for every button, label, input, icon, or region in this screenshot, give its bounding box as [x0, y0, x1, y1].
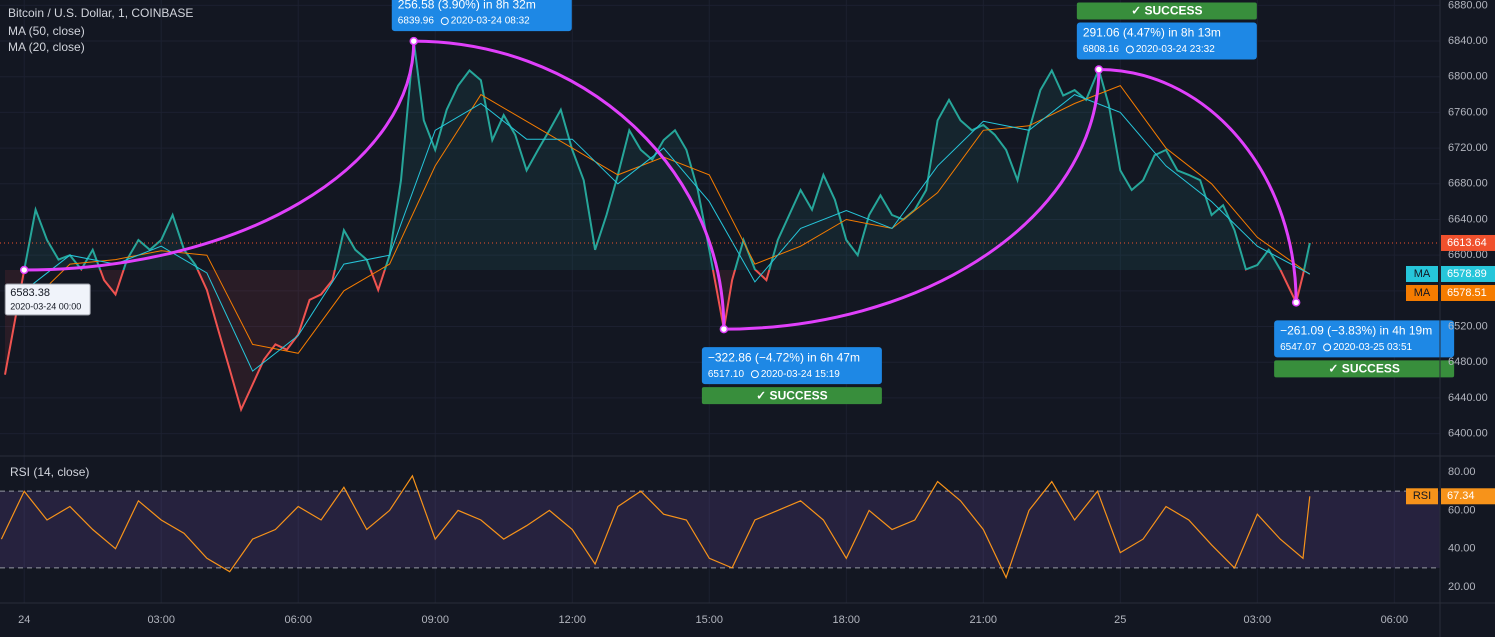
rsi-tag: [1441, 488, 1495, 505]
start-time: 2020-03-24 00:00: [10, 301, 81, 311]
measure-price: 6808.16: [1083, 44, 1120, 55]
x-tick-label: 03:00: [147, 614, 175, 626]
y-tick-label: 6680.00: [1448, 178, 1488, 190]
y-tick-label: 20.00: [1448, 581, 1476, 593]
measure-point: [409, 36, 419, 46]
start-price: 6583.38: [10, 287, 50, 299]
price-tag: [1441, 265, 1495, 282]
measure-change: −322.86 (−4.72%) in 6h 47m: [708, 350, 860, 364]
x-tick-label: 25: [1114, 614, 1126, 626]
y-tick-label: 6880.00: [1448, 0, 1488, 11]
status-label: ✓ SUCCESS: [756, 388, 827, 402]
y-tick-label: 6720.00: [1448, 142, 1488, 154]
y-tick-label: 60.00: [1448, 504, 1476, 516]
status-box: [701, 387, 882, 405]
y-tick-label: 80.00: [1448, 466, 1476, 478]
measure-box: [391, 0, 572, 32]
x-tick-label: 18:00: [833, 614, 861, 626]
x-tick-label: 06:00: [1381, 614, 1409, 626]
price-tag-value: 6613.64: [1447, 237, 1487, 249]
legend-entry: MA (20, close): [8, 40, 85, 54]
price-tag-value: 6578.89: [1447, 268, 1487, 280]
price-tag: [1441, 234, 1495, 251]
clock-icon: [1125, 45, 1134, 54]
measure-time: 2020-03-24 08:32: [451, 16, 530, 27]
measure-point: [19, 265, 29, 275]
price-tag-value: 6578.51: [1447, 287, 1487, 299]
status-box: [1076, 2, 1257, 20]
measure-change: 256.58 (3.90%) in 8h 32m: [398, 0, 536, 11]
y-tick-label: 6520.00: [1448, 320, 1488, 332]
price-tag: [1441, 284, 1495, 301]
clock-icon: [440, 17, 449, 26]
measure-point: [1291, 298, 1301, 307]
y-tick-label: 6400.00: [1448, 427, 1488, 439]
start-label-box: [4, 283, 91, 316]
rsi-tag-label: RSI: [1413, 490, 1431, 502]
measure-change: 291.06 (4.47%) in 8h 13m: [1083, 26, 1221, 40]
measure-arc: [723, 69, 1101, 331]
clock-icon: [750, 370, 759, 379]
y-tick-label: 6840.00: [1448, 35, 1488, 47]
x-tick-label: 24: [18, 614, 30, 626]
y-tick-label: 6760.00: [1448, 106, 1488, 118]
y-tick-label: 6640.00: [1448, 213, 1488, 225]
measure-point: [719, 324, 729, 334]
measure-time: 2020-03-24 23:32: [1136, 44, 1215, 55]
measure-price: 6547.07: [1280, 342, 1317, 353]
rsi-tag-label-box: [1406, 488, 1438, 505]
moving-average: [23, 94, 1311, 372]
x-tick-label: 15:00: [696, 614, 724, 626]
measure-arc: [1098, 67, 1298, 303]
y-tick-label: 40.00: [1448, 543, 1476, 555]
y-tick-label: 6800.00: [1448, 71, 1488, 83]
tag-label: MA: [1414, 287, 1431, 299]
measure-arc: [413, 39, 726, 330]
x-tick-label: 06:00: [284, 614, 312, 626]
tag-label-box: [1406, 284, 1438, 301]
measure-time: 2020-03-25 03:51: [1333, 342, 1412, 353]
rsi-title: RSI (14, close): [10, 465, 89, 479]
price-area: [5, 269, 1305, 410]
rsi-tag-value: 67.34: [1447, 490, 1475, 502]
y-tick-label: 6480.00: [1448, 356, 1488, 368]
measure-time: 2020-03-24 15:19: [761, 369, 840, 380]
measure-price: 6839.96: [398, 16, 435, 27]
tag-label-box: [1406, 265, 1438, 282]
measure-arc: [24, 41, 416, 272]
measure-box: [1274, 320, 1455, 358]
rsi-band: [0, 491, 1440, 568]
x-tick-label: 09:00: [421, 614, 449, 626]
tag-label: MA: [1414, 268, 1431, 280]
rsi-line: [0, 474, 1311, 580]
clock-icon: [1323, 343, 1332, 352]
legend-entry: MA (50, close): [8, 24, 85, 38]
measure-box: [701, 347, 882, 385]
x-tick-label: 03:00: [1244, 614, 1272, 626]
x-tick-label: 21:00: [970, 614, 998, 626]
measure-box: [1076, 22, 1257, 60]
symbol-title: Bitcoin / U.S. Dollar, 1, COINBASE: [8, 6, 193, 20]
y-tick-label: 6440.00: [1448, 392, 1488, 404]
x-tick-label: 12:00: [558, 614, 586, 626]
status-label: ✓ SUCCESS: [1131, 4, 1202, 18]
status-label: ✓ SUCCESS: [1328, 362, 1399, 376]
y-tick-label: 6600.00: [1448, 249, 1488, 261]
measure-change: −261.09 (−3.83%) in 4h 19m: [1280, 324, 1432, 338]
measure-price: 6517.10: [708, 369, 745, 380]
price-line: [4, 269, 1306, 413]
measure-point: [1094, 65, 1104, 74]
status-box: [1274, 360, 1455, 378]
price-area: [5, 41, 1310, 270]
